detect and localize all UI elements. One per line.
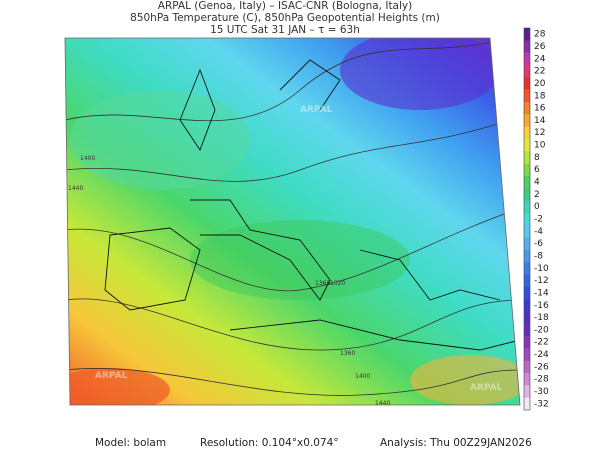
colorbar-swatch: [524, 249, 530, 263]
colorbar-swatch: [524, 138, 530, 152]
colorbar-swatch: [524, 348, 530, 362]
colorbar-swatch: [524, 175, 530, 189]
colorbar-label: -22: [534, 338, 549, 348]
colorbar-label: 18: [534, 91, 546, 101]
colorbar-label: 8: [534, 153, 540, 163]
colorbar-label: 20: [534, 79, 546, 89]
colorbar-swatch: [524, 151, 530, 164]
colorbar-swatch: [524, 101, 530, 115]
colorbar-swatch: [524, 336, 530, 349]
header-line: ARPAL (Genoa, Italy) – ISAC-CNR (Bologna…: [158, 0, 412, 12]
colorbar-label: 14: [534, 116, 546, 126]
colorbar-label: 10: [534, 141, 546, 151]
colorbar-label: -2: [534, 215, 543, 225]
colorbar-label: -10: [534, 264, 549, 274]
footer-resolution: Resolution: 0.104°x0.074°: [200, 437, 339, 449]
colorbar-label: 6: [534, 165, 540, 175]
contours: [65, 39, 520, 396]
colorbar-label: -6: [534, 239, 543, 249]
colorbar-swatch: [524, 163, 530, 177]
colorbar: 2826242220181614121086420-2-4-6-8-10-12-…: [523, 27, 549, 411]
colorbar-label: -18: [534, 313, 549, 323]
header-line: 850hPa Temperature (C), 850hPa Geopotent…: [130, 12, 440, 24]
contour-label: 1400: [80, 155, 95, 162]
colorbar-swatch: [524, 311, 530, 325]
colorbar-swatch: [524, 77, 530, 90]
contour-label: 1440: [68, 185, 83, 192]
colorbar-swatch: [524, 114, 530, 127]
colorbar-label: -16: [534, 301, 549, 311]
field-blob: [65, 368, 170, 405]
watermark: ARPAL: [470, 383, 503, 393]
colorbar-swatch: [524, 200, 530, 214]
footer-model: Model: bolam: [95, 437, 166, 449]
colorbar-label: -12: [534, 276, 549, 286]
contour-label: 1400: [355, 373, 370, 380]
field-blob: [340, 38, 500, 110]
field-blob: [70, 90, 250, 190]
colorbar-swatch: [524, 373, 530, 386]
map-field: [65, 38, 520, 405]
colorbar-label: 26: [534, 42, 546, 52]
colorbar-label: -24: [534, 350, 549, 360]
colorbar-label: -14: [534, 288, 549, 298]
colorbar-frame: [523, 27, 531, 411]
coastlines: [104, 59, 520, 351]
colorbar-swatch: [524, 212, 530, 226]
field-blob: [410, 355, 520, 405]
header-line: 15 UTC Sat 31 JAN – τ = 63h: [210, 24, 360, 36]
map-frame: [64, 37, 521, 406]
colorbar-swatch: [524, 52, 530, 66]
colorbar-swatch: [524, 237, 530, 251]
colorbar-label: 22: [534, 67, 545, 77]
contour-label: 1360: [340, 350, 355, 357]
colorbar-swatch: [524, 286, 530, 300]
colorbar-swatch: [524, 385, 530, 398]
colorbar-label: 16: [534, 104, 546, 114]
colorbar-label: 4: [534, 178, 540, 188]
colorbar-swatch: [524, 188, 530, 201]
colorbar-swatch: [524, 323, 530, 337]
colorbar-swatch: [524, 299, 530, 312]
colorbar-swatch: [524, 360, 530, 374]
colorbar-label: 24: [534, 54, 546, 64]
colorbar-swatch: [524, 89, 530, 103]
colorbar-label: -8: [534, 251, 543, 261]
colorbar-label: -30: [534, 387, 549, 397]
colorbar-swatch: [524, 126, 530, 140]
colorbar-label: -26: [534, 362, 549, 372]
colorbar-swatch: [524, 225, 530, 238]
colorbar-label: 0: [534, 202, 540, 212]
colorbar-label: -4: [534, 227, 543, 237]
colorbar-label: -32: [534, 399, 549, 409]
watermark: ARPAL: [270, 406, 303, 416]
contour-label: 1320: [330, 280, 345, 287]
colorbar-swatch: [524, 64, 530, 78]
colorbar-swatch: [524, 397, 530, 411]
colorbar-swatch: [524, 274, 530, 288]
footer-analysis: Analysis: Thu 00Z29JAN2026: [380, 437, 532, 449]
watermark: ARPAL: [95, 371, 128, 381]
contour-label: 1360: [315, 280, 330, 287]
watermark: ARPAL: [300, 105, 333, 115]
colorbar-swatch: [524, 40, 530, 53]
colorbar-swatch: [524, 262, 530, 275]
colorbar-label: 12: [534, 128, 545, 138]
colorbar-label: 2: [534, 190, 540, 200]
field-blob: [190, 220, 410, 300]
colorbar-swatch: [524, 28, 530, 41]
colorbar-label: -28: [534, 375, 549, 385]
contour-label: 1440: [375, 400, 390, 407]
colorbar-label: -20: [534, 325, 549, 335]
colorbar-label: 28: [534, 30, 546, 40]
